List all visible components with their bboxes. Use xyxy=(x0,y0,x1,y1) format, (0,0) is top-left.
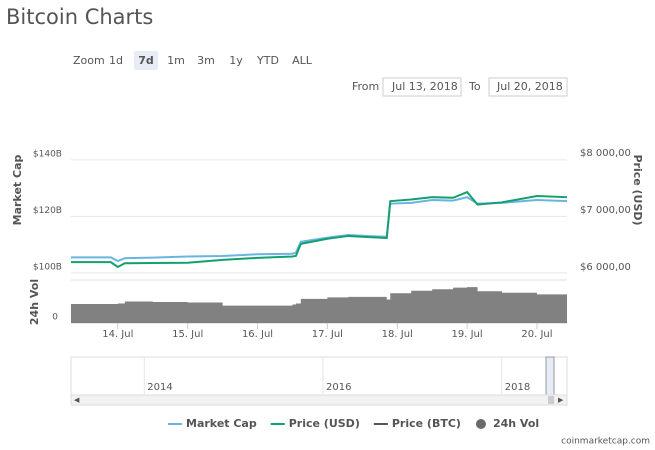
zoom-button-label[interactable]: 7d xyxy=(138,54,154,67)
to-input[interactable] xyxy=(488,77,568,97)
legend-label[interactable]: 24h Vol xyxy=(493,417,539,430)
y2-tick-label: $8 000,00 xyxy=(580,148,631,159)
x-tick-label: 20. Jul xyxy=(521,329,552,340)
x-tick-label: 14. Jul xyxy=(102,329,133,340)
zoom-button-label[interactable]: 1m xyxy=(167,54,185,67)
navigator[interactable] xyxy=(70,356,568,396)
legend-label[interactable]: Price (USD) xyxy=(289,417,360,430)
y2-tick-label: $7 000,00 xyxy=(580,205,631,216)
from-label: From xyxy=(352,80,379,93)
zoom-button-label[interactable]: 3m xyxy=(197,54,215,67)
y2-axis-title: Price (USD) xyxy=(631,154,644,225)
scrollbar[interactable] xyxy=(70,394,568,406)
scroll-left[interactable]: ◀ xyxy=(74,396,80,404)
zoom-button-label[interactable]: 1y xyxy=(229,54,243,67)
scrollbar-thumb[interactable] xyxy=(548,396,554,404)
x-tick-label: 19. Jul xyxy=(452,329,483,340)
from-input[interactable] xyxy=(382,77,462,97)
zoom-button-label[interactable]: ALL xyxy=(292,54,313,67)
zoom-button-label[interactable]: YTD xyxy=(256,54,279,67)
x-tick-label: 17. Jul xyxy=(312,329,343,340)
x-tick-label: 16. Jul xyxy=(242,329,273,340)
series-line xyxy=(71,196,568,263)
y3-tick-label: 0 xyxy=(52,313,58,323)
navigator-handle[interactable] xyxy=(545,356,555,396)
volume-area xyxy=(71,287,567,323)
navigator-tick-label: 2014 xyxy=(147,382,172,393)
chart-title: Bitcoin Charts xyxy=(6,5,153,29)
y-tick-label: $140B xyxy=(33,149,62,159)
zoom-label: Zoom xyxy=(73,54,105,67)
to-label: To xyxy=(468,80,481,93)
zoom-button[interactable] xyxy=(224,51,248,70)
credit: coinmarketcap.com xyxy=(561,437,650,447)
zoom-button[interactable] xyxy=(134,51,158,70)
zoom-button[interactable] xyxy=(104,51,128,70)
navigator-tick-label: 2016 xyxy=(326,382,351,393)
zoom-button[interactable] xyxy=(288,51,316,70)
y-tick-label: $100B xyxy=(33,262,62,272)
zoom-button-label[interactable]: 1d xyxy=(109,54,123,67)
zoom-button[interactable] xyxy=(164,51,188,70)
scroll-right[interactable]: ▶ xyxy=(558,396,564,404)
to-value[interactable]: Jul 20, 2018 xyxy=(496,80,563,93)
navigator-tick-label: 2018 xyxy=(505,382,530,393)
legend-label[interactable]: Price (BTC) xyxy=(392,417,461,430)
y2-tick-label: $6 000,00 xyxy=(580,262,631,273)
x-tick-label: 18. Jul xyxy=(382,329,413,340)
y-tick-label: $120B xyxy=(33,206,62,216)
legend-symbol[interactable] xyxy=(475,419,486,429)
from-value[interactable]: Jul 13, 2018 xyxy=(391,80,458,93)
y3-axis-title: 24h Vol xyxy=(28,279,41,325)
y-axis-title: Market Cap xyxy=(11,155,24,226)
series-line xyxy=(71,190,568,269)
zoom-button[interactable] xyxy=(194,51,218,70)
x-tick-label: 15. Jul xyxy=(172,329,203,340)
zoom-button[interactable] xyxy=(254,51,282,70)
legend-label[interactable]: Market Cap xyxy=(186,417,257,430)
